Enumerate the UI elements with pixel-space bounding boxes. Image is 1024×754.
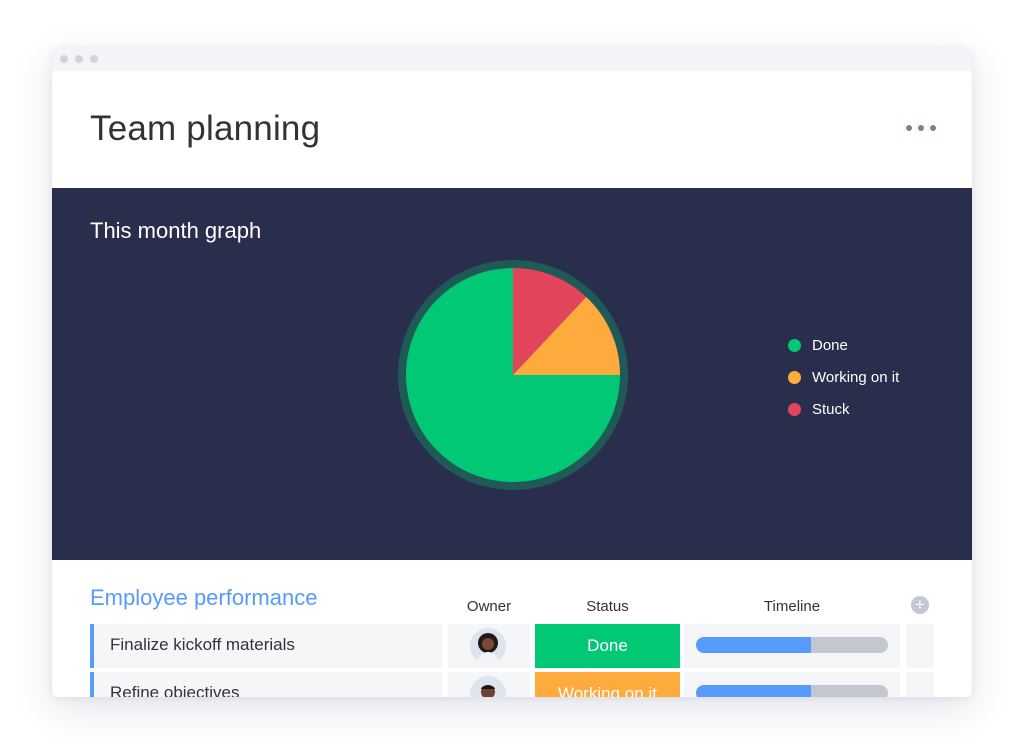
status-badge[interactable]: Done <box>535 624 680 668</box>
section-title: Employee performance <box>90 585 318 610</box>
window-dot-icon <box>75 55 83 63</box>
owner-cell[interactable] <box>448 672 530 697</box>
timeline-bar[interactable] <box>696 685 888 697</box>
column-header-owner[interactable]: Owner <box>466 598 512 615</box>
table-row[interactable]: Refine objectives Working on it <box>90 672 934 697</box>
column-header-status[interactable]: Status <box>586 598 629 615</box>
legend-label: Done <box>812 336 848 354</box>
window-dot-icon <box>60 55 68 63</box>
graph-title: This month graph <box>90 218 262 243</box>
pie-chart <box>398 260 628 490</box>
avatar-woman-icon <box>470 628 506 664</box>
status-badge[interactable]: Working on it <box>535 672 680 697</box>
legend-item-working: Working on it <box>788 361 899 393</box>
timeline-bar[interactable] <box>696 637 888 653</box>
empty-cell <box>906 672 934 697</box>
window-dot-icon <box>90 55 98 63</box>
item-name: Finalize kickoff materials <box>110 635 295 654</box>
table-row[interactable]: Finalize kickoff materials Done <box>90 624 934 668</box>
timeline-fill <box>696 685 812 697</box>
page-title: Team planning <box>90 109 321 148</box>
empty-cell <box>906 624 934 668</box>
avatar-man-icon <box>470 676 506 697</box>
legend-label: Working on it <box>812 368 900 386</box>
timeline-fill <box>696 637 812 653</box>
legend-label: Stuck <box>812 400 850 418</box>
legend-item-stuck: Stuck <box>788 393 899 425</box>
more-horizontal-icon[interactable] <box>904 118 938 138</box>
pie-slice-working-on-it <box>513 297 620 375</box>
legend-dot-icon <box>788 338 801 352</box>
board-window: Team planning This month graph Done Work… <box>52 47 972 697</box>
item-name-cell[interactable]: Finalize kickoff materials <box>90 624 442 668</box>
graph-panel: This month graph Done Working on it Stuc… <box>52 188 972 560</box>
window-titlebar <box>52 47 972 71</box>
plus-circle-icon[interactable]: + <box>911 596 929 614</box>
timeline-cell[interactable] <box>684 624 900 668</box>
pie-slice-stuck <box>513 268 587 375</box>
column-header-timeline[interactable]: Timeline <box>763 598 821 615</box>
item-name: Refine objectives <box>110 683 240 697</box>
legend-dot-icon <box>788 370 801 384</box>
timeline-cell[interactable] <box>684 672 900 697</box>
chart-legend: Done Working on it Stuck <box>788 329 899 425</box>
legend-item-done: Done <box>788 329 899 361</box>
legend-dot-icon <box>788 402 801 416</box>
item-name-cell[interactable]: Refine objectives <box>90 672 442 697</box>
owner-cell[interactable] <box>448 624 530 668</box>
